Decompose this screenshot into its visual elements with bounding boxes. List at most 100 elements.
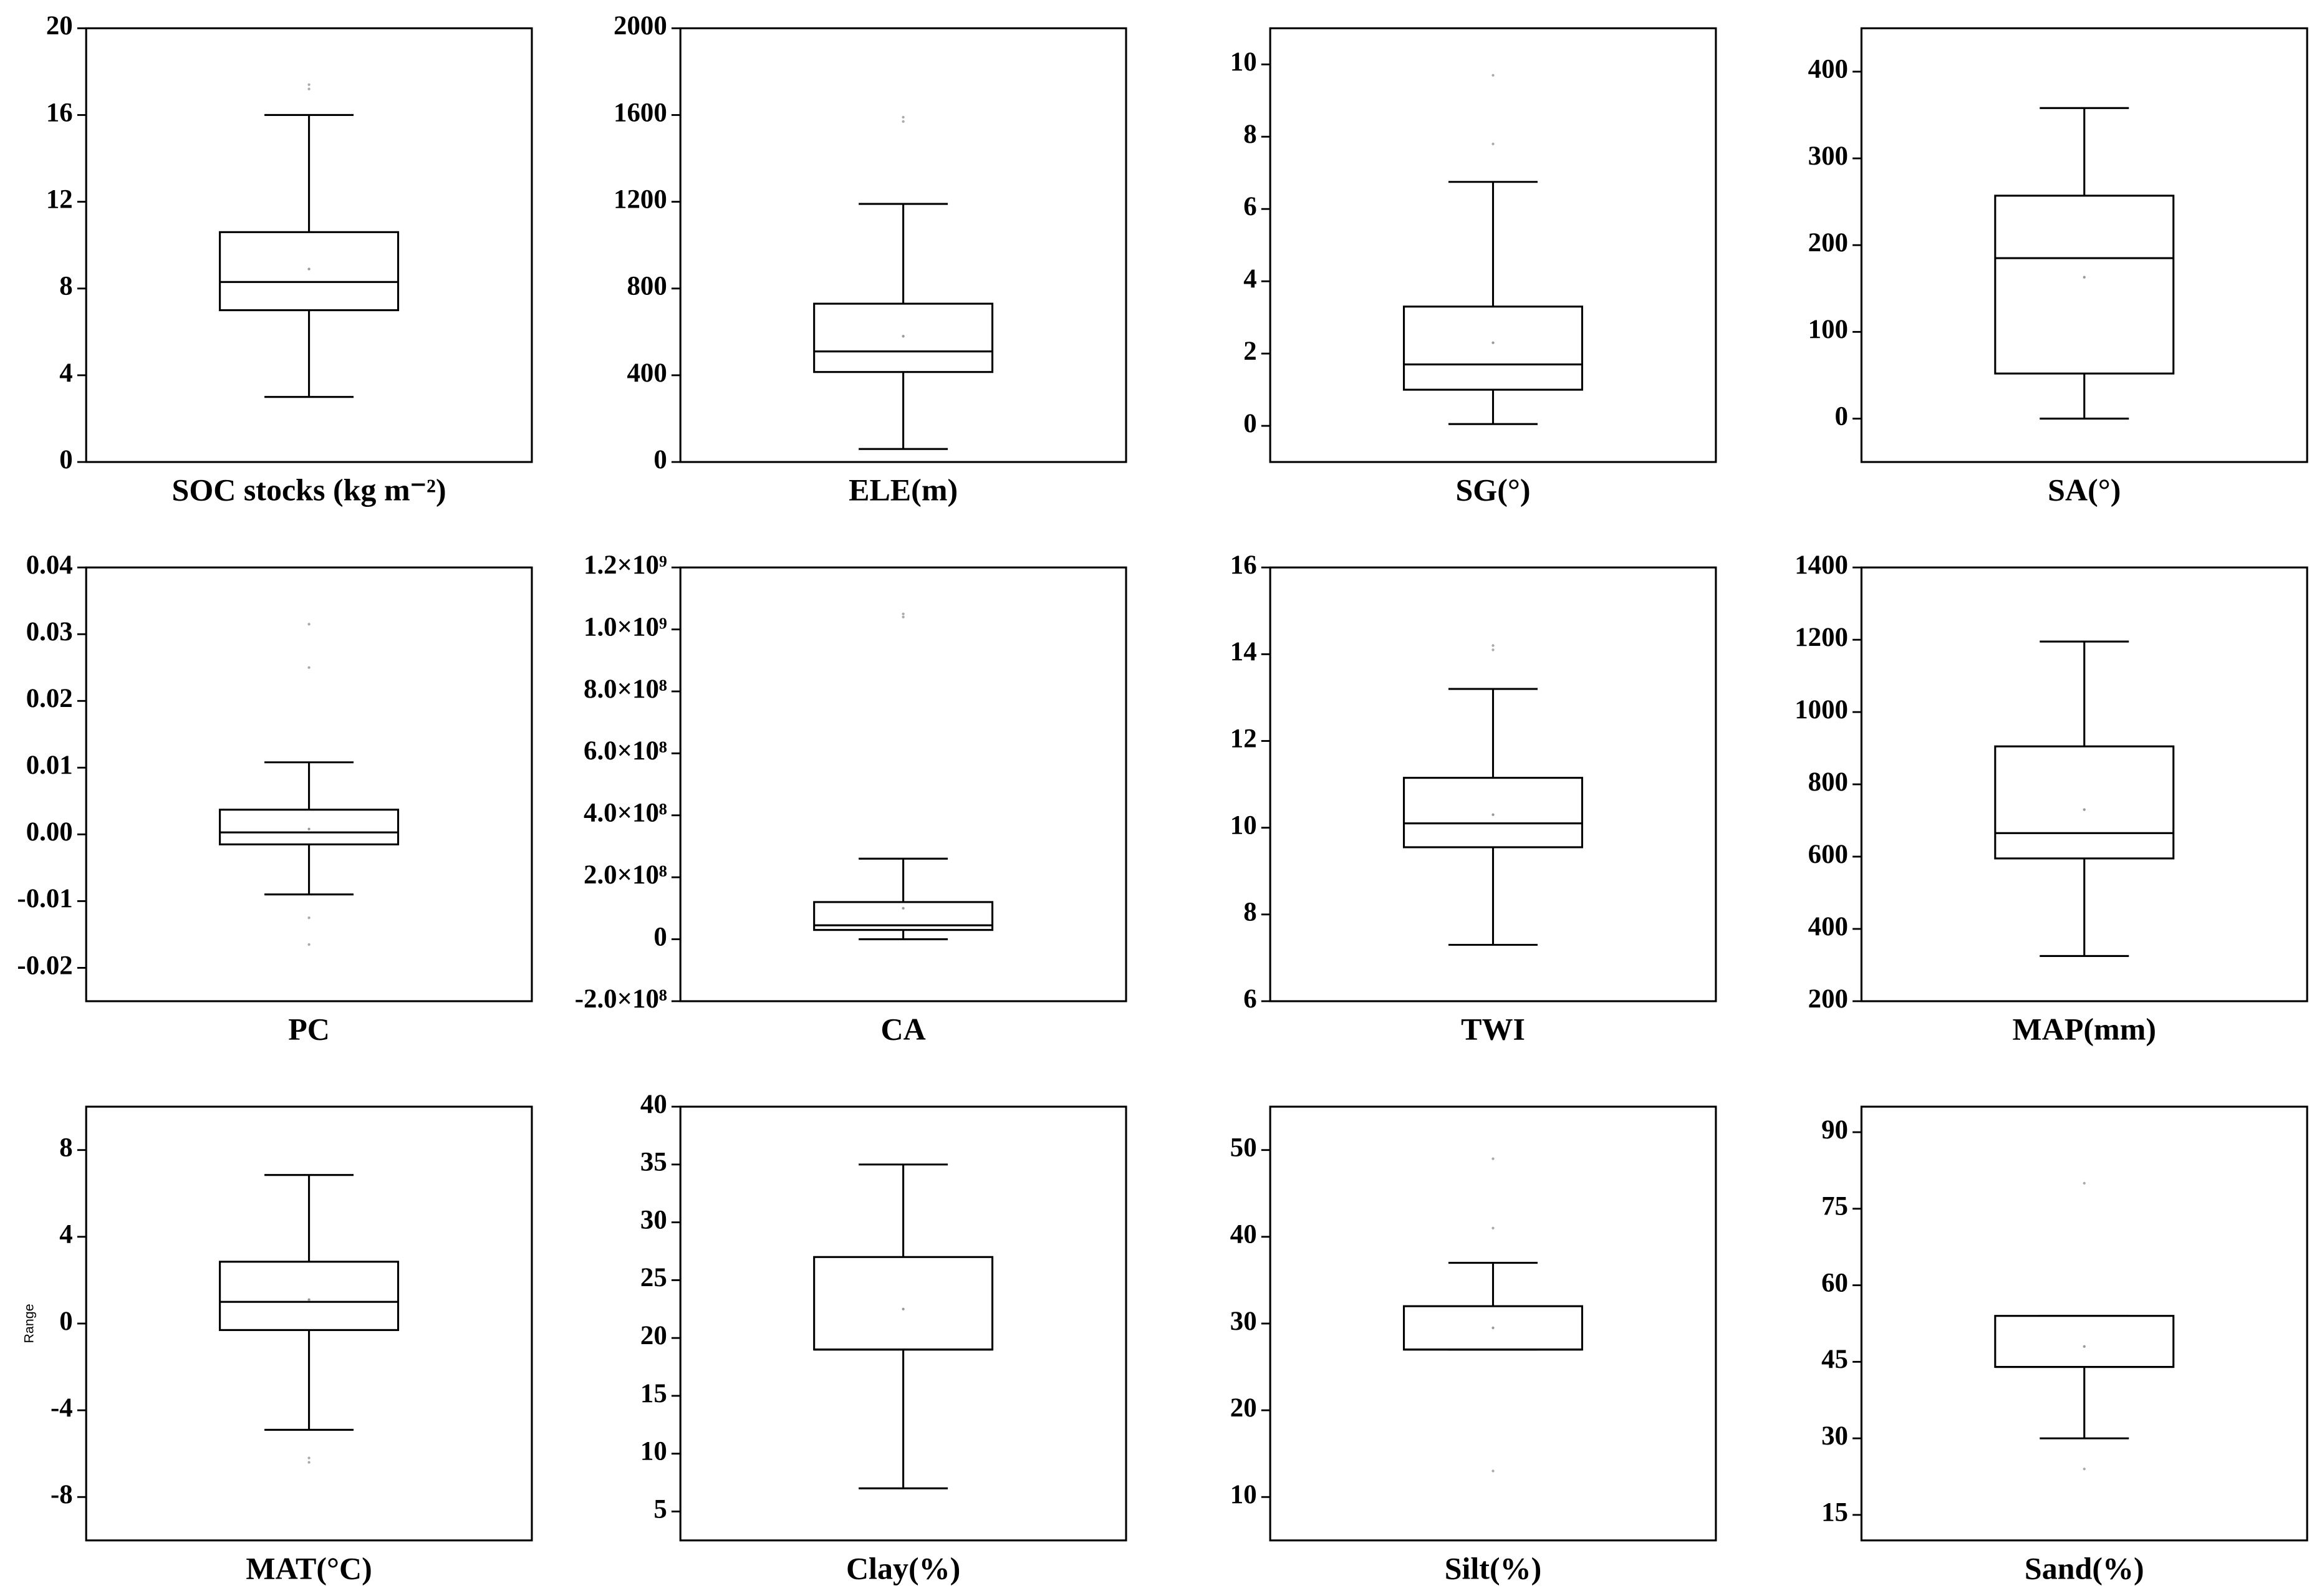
y-tick-label: 2.0×10⁸	[584, 860, 667, 890]
y-tick-label: 200	[1808, 984, 1848, 1014]
mean-marker	[307, 267, 311, 271]
plot-frame	[85, 566, 533, 1002]
y-tick-label: 1200	[614, 185, 667, 214]
box	[1994, 745, 2175, 860]
y-tick-label: 400	[1808, 55, 1848, 84]
outlier	[307, 1461, 311, 1464]
plot-frame	[85, 27, 533, 463]
outlier	[1491, 648, 1495, 651]
outlier	[1491, 74, 1495, 77]
y-tick-label: 800	[627, 272, 667, 301]
plot-frame	[679, 566, 1127, 1002]
y-tick-label: 8	[1243, 120, 1256, 149]
mean-marker	[1491, 1326, 1495, 1330]
y-tick-label: 2	[1243, 337, 1256, 366]
outlier	[902, 612, 905, 615]
box	[219, 231, 400, 312]
y-tick-label: 0	[653, 445, 667, 474]
outlier	[307, 83, 311, 86]
y-tick-label: 15	[1821, 1498, 1848, 1527]
y-tick-label: 8	[59, 272, 72, 301]
x-axis-label: MAP(mm)	[2013, 1011, 2157, 1046]
y-tick-label: 50	[1230, 1133, 1257, 1163]
box	[219, 809, 400, 845]
outlier	[2083, 1468, 2086, 1471]
y-tick-label: 4	[59, 1220, 72, 1249]
outlier	[1491, 142, 1495, 146]
plot-frame	[679, 1105, 1127, 1542]
y-tick-label: 800	[1808, 767, 1848, 797]
y-axis-label: Range	[21, 1304, 36, 1343]
x-axis-label: Clay(%)	[846, 1550, 960, 1585]
mean-marker	[902, 335, 905, 338]
y-tick-label: 12	[1230, 724, 1257, 753]
y-tick-label: 10	[1230, 1480, 1257, 1509]
box	[219, 1261, 400, 1331]
plot-frame	[1269, 27, 1717, 463]
y-tick-label: 0.04	[26, 550, 73, 580]
y-tick-label: 600	[1808, 840, 1848, 869]
plot-frame	[679, 27, 1127, 463]
mean-marker	[902, 906, 905, 910]
mean-marker	[2083, 276, 2086, 279]
box	[813, 1256, 994, 1351]
y-tick-label: 4.0×10⁸	[584, 799, 667, 828]
y-tick-label: 6.0×10⁸	[584, 736, 667, 766]
x-axis-label: SG(°)	[1455, 473, 1530, 507]
y-tick-label: 10	[640, 1437, 667, 1466]
y-tick-label: -2.0×10⁸	[575, 984, 667, 1014]
y-tick-label: 1.0×10⁹	[584, 612, 667, 642]
y-tick-label: 6	[1243, 192, 1256, 221]
y-tick-label: 1600	[614, 98, 667, 127]
box	[1403, 777, 1584, 848]
y-tick-label: 16	[1230, 550, 1257, 580]
y-tick-label: 8.0×10⁸	[584, 675, 667, 704]
y-tick-label: 16	[46, 98, 73, 127]
outlier	[1491, 644, 1495, 647]
y-tick-label: 1400	[1794, 550, 1848, 580]
outlier	[1491, 1469, 1495, 1473]
outlier	[307, 943, 311, 946]
y-tick-label: 45	[1821, 1345, 1848, 1374]
y-tick-label: 35	[640, 1148, 667, 1177]
x-axis-label: CA	[880, 1011, 925, 1046]
mean-marker	[2083, 1345, 2086, 1348]
y-tick-label: 1200	[1794, 623, 1848, 652]
y-tick-label: 5	[653, 1494, 667, 1524]
x-axis-label: Silt(%)	[1445, 1550, 1542, 1585]
y-tick-label: 30	[640, 1205, 667, 1234]
x-axis-label: SOC stocks (kg m⁻²)	[172, 473, 446, 507]
outlier	[1491, 1226, 1495, 1230]
outlier	[307, 666, 311, 669]
y-tick-label: 4	[59, 358, 72, 388]
y-tick-label: 0.01	[26, 751, 73, 780]
y-tick-label: 40	[1230, 1220, 1257, 1249]
x-axis-label: MAT(°C)	[246, 1550, 372, 1585]
mean-marker	[902, 1307, 905, 1310]
x-axis-label: ELE(m)	[849, 473, 958, 507]
y-tick-label: 60	[1821, 1268, 1848, 1297]
y-tick-label: -4	[51, 1393, 73, 1423]
y-tick-label: 1000	[1794, 695, 1848, 724]
y-tick-label: 10	[1230, 810, 1257, 840]
outlier	[307, 1456, 311, 1459]
y-tick-label: 8	[59, 1133, 72, 1163]
y-tick-label: 100	[1808, 315, 1848, 344]
plot-frame	[1860, 1105, 2308, 1542]
mean-marker	[1491, 813, 1495, 816]
y-tick-label: 30	[1821, 1421, 1848, 1451]
y-tick-label: 0.02	[26, 684, 73, 713]
y-tick-label: 15	[640, 1379, 667, 1408]
y-tick-label: -8	[51, 1480, 73, 1509]
y-tick-label: 0	[653, 922, 667, 951]
y-tick-label: 20	[640, 1321, 667, 1350]
y-tick-label: 0	[59, 445, 72, 474]
outlier	[307, 87, 311, 90]
y-tick-label: 0.03	[26, 617, 73, 647]
y-tick-label: 0.00	[26, 817, 73, 847]
plot-frame	[1269, 566, 1717, 1002]
outlier	[902, 115, 905, 119]
y-tick-label: 40	[640, 1090, 667, 1119]
outlier	[1491, 1157, 1495, 1160]
